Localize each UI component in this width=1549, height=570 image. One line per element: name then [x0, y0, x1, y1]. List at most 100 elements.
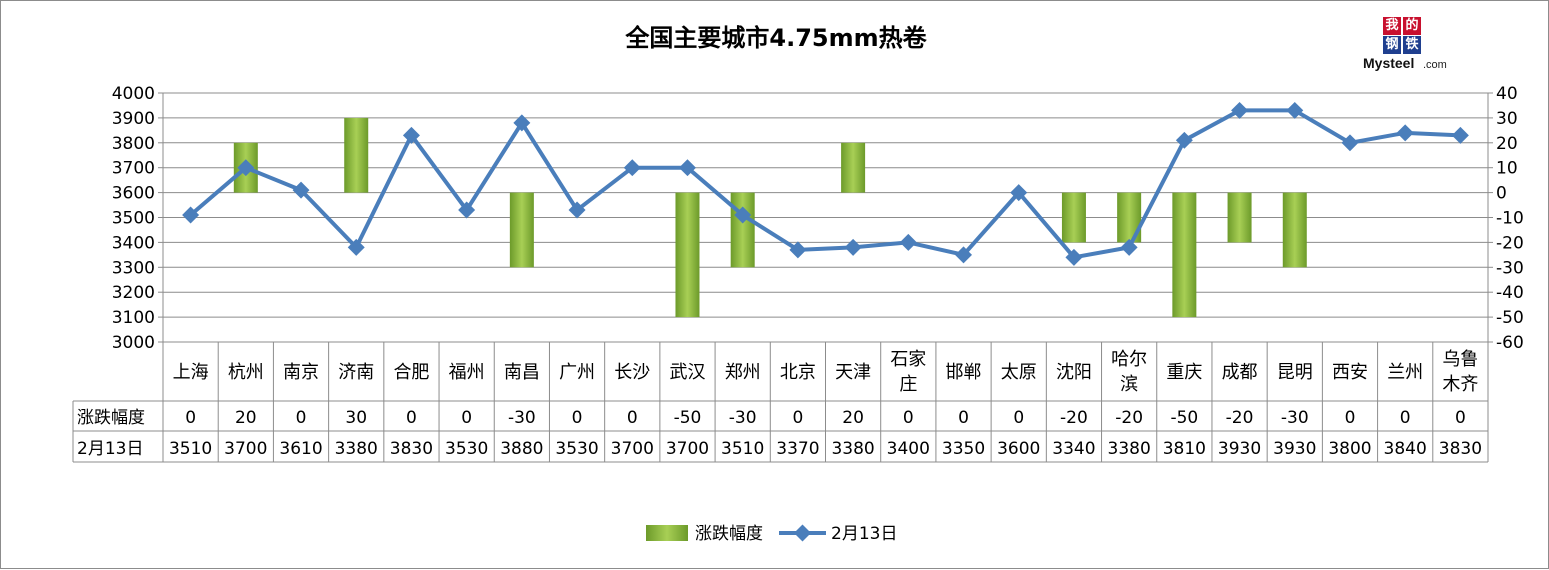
bar: [1172, 192, 1197, 318]
legend-label: 涨跌幅度: [695, 524, 763, 544]
table-cell: 0: [572, 408, 583, 428]
line-point: [1341, 134, 1359, 152]
category-label: 滨: [1120, 374, 1138, 395]
table-cell: 0: [792, 408, 803, 428]
line-point: [899, 233, 917, 251]
bar: [344, 117, 369, 193]
table-cell: 3400: [887, 439, 930, 459]
table-cell: -30: [729, 408, 757, 428]
table-cell: 0: [296, 408, 307, 428]
category-label: 沈阳: [1056, 362, 1092, 383]
line-point: [458, 201, 476, 219]
bar: [509, 192, 534, 268]
table-cell: -20: [1115, 408, 1143, 428]
right-tick-label: -40: [1496, 283, 1524, 303]
table-cell: 0: [1455, 408, 1466, 428]
line-point: [789, 241, 807, 259]
table-cell: 0: [903, 408, 914, 428]
category-label: 庄: [899, 374, 917, 395]
table-cell: 0: [461, 408, 472, 428]
left-tick-label: 3200: [112, 283, 155, 303]
logo-suffix: .com: [1423, 59, 1447, 71]
left-tick-label: 3900: [112, 109, 155, 129]
table-row-header: 涨跌幅度: [77, 408, 145, 428]
legend-label: 2月13日: [831, 524, 897, 544]
line-point: [182, 206, 200, 224]
line-point: [402, 126, 420, 144]
table-cell: 3530: [445, 439, 488, 459]
category-label: 合肥: [393, 362, 429, 383]
table-cell: 0: [1013, 408, 1024, 428]
category-label: 武汉: [669, 362, 705, 383]
legend-bar-swatch: [646, 525, 688, 541]
legend: 涨跌幅度 2月13日: [646, 524, 897, 544]
table-cell: 0: [1345, 408, 1356, 428]
bar: [1282, 192, 1307, 268]
left-tick-label: 3600: [112, 184, 155, 204]
category-label: 上海: [173, 362, 209, 383]
line-point: [734, 206, 752, 224]
line-point: [678, 159, 696, 177]
category-label: 太原: [1001, 362, 1037, 383]
bar: [1061, 192, 1086, 243]
logo-brand: Mysteel: [1363, 55, 1415, 71]
legend-line-marker: [794, 524, 811, 542]
right-tick-label: 30: [1496, 109, 1518, 129]
table-cell: 3830: [390, 439, 433, 459]
right-tick-label: 0: [1496, 184, 1507, 204]
chart-title: 全国主要城市4.75mm热卷: [624, 24, 927, 52]
table-cell: 0: [406, 408, 417, 428]
table-cell: 0: [627, 408, 638, 428]
line-point: [1286, 101, 1304, 119]
category-label: 郑州: [725, 362, 761, 383]
table-cell: 3840: [1384, 439, 1427, 459]
category-label: 杭州: [228, 362, 264, 383]
table-cell: -30: [508, 408, 536, 428]
left-tick-label: 3500: [112, 209, 155, 229]
table-cell: 3510: [169, 439, 212, 459]
table-cell: -30: [1281, 408, 1309, 428]
line-series-group: [182, 101, 1469, 266]
category-label: 成都: [1222, 362, 1258, 383]
right-tick-label: -10: [1496, 209, 1524, 229]
left-tick-label: 4000: [112, 84, 155, 104]
line-point: [844, 238, 862, 256]
table-cell: 3370: [776, 439, 819, 459]
table-cell: 3830: [1439, 439, 1482, 459]
table-cell: 3700: [666, 439, 709, 459]
line-point: [1396, 124, 1414, 142]
category-label: 西安: [1332, 362, 1368, 383]
table-cell: 0: [958, 408, 969, 428]
table-cell: 3380: [831, 439, 874, 459]
category-label: 广州: [559, 362, 595, 383]
category-label: 邯郸: [946, 362, 982, 383]
category-label: 木齐: [1442, 374, 1478, 395]
table-cell: 3700: [611, 439, 654, 459]
category-label: 昆明: [1277, 362, 1313, 383]
right-tick-label: -20: [1496, 233, 1524, 253]
bar: [1227, 192, 1252, 243]
left-tick-label: 3800: [112, 134, 155, 154]
category-label: 天津: [835, 362, 871, 383]
table-cell: 3880: [500, 439, 543, 459]
logo-char: 我: [1383, 17, 1401, 35]
table-cell: 3600: [997, 439, 1040, 459]
left-tick-label: 3000: [112, 333, 155, 353]
category-label: 北京: [780, 362, 816, 383]
line-point: [513, 114, 531, 132]
left-tick-label: 3700: [112, 159, 155, 179]
logo-char: 钢: [1383, 36, 1401, 54]
category-label: 福州: [449, 362, 485, 383]
category-label: 乌鲁: [1442, 349, 1478, 370]
table-cell: 3530: [555, 439, 598, 459]
right-tick-label: -30: [1496, 258, 1524, 278]
category-label: 济南: [338, 362, 374, 383]
category-label: 南京: [283, 362, 319, 383]
bar: [730, 192, 755, 268]
table-cell: -50: [1170, 408, 1198, 428]
line-point: [568, 201, 586, 219]
table-cell: 3930: [1218, 439, 1261, 459]
